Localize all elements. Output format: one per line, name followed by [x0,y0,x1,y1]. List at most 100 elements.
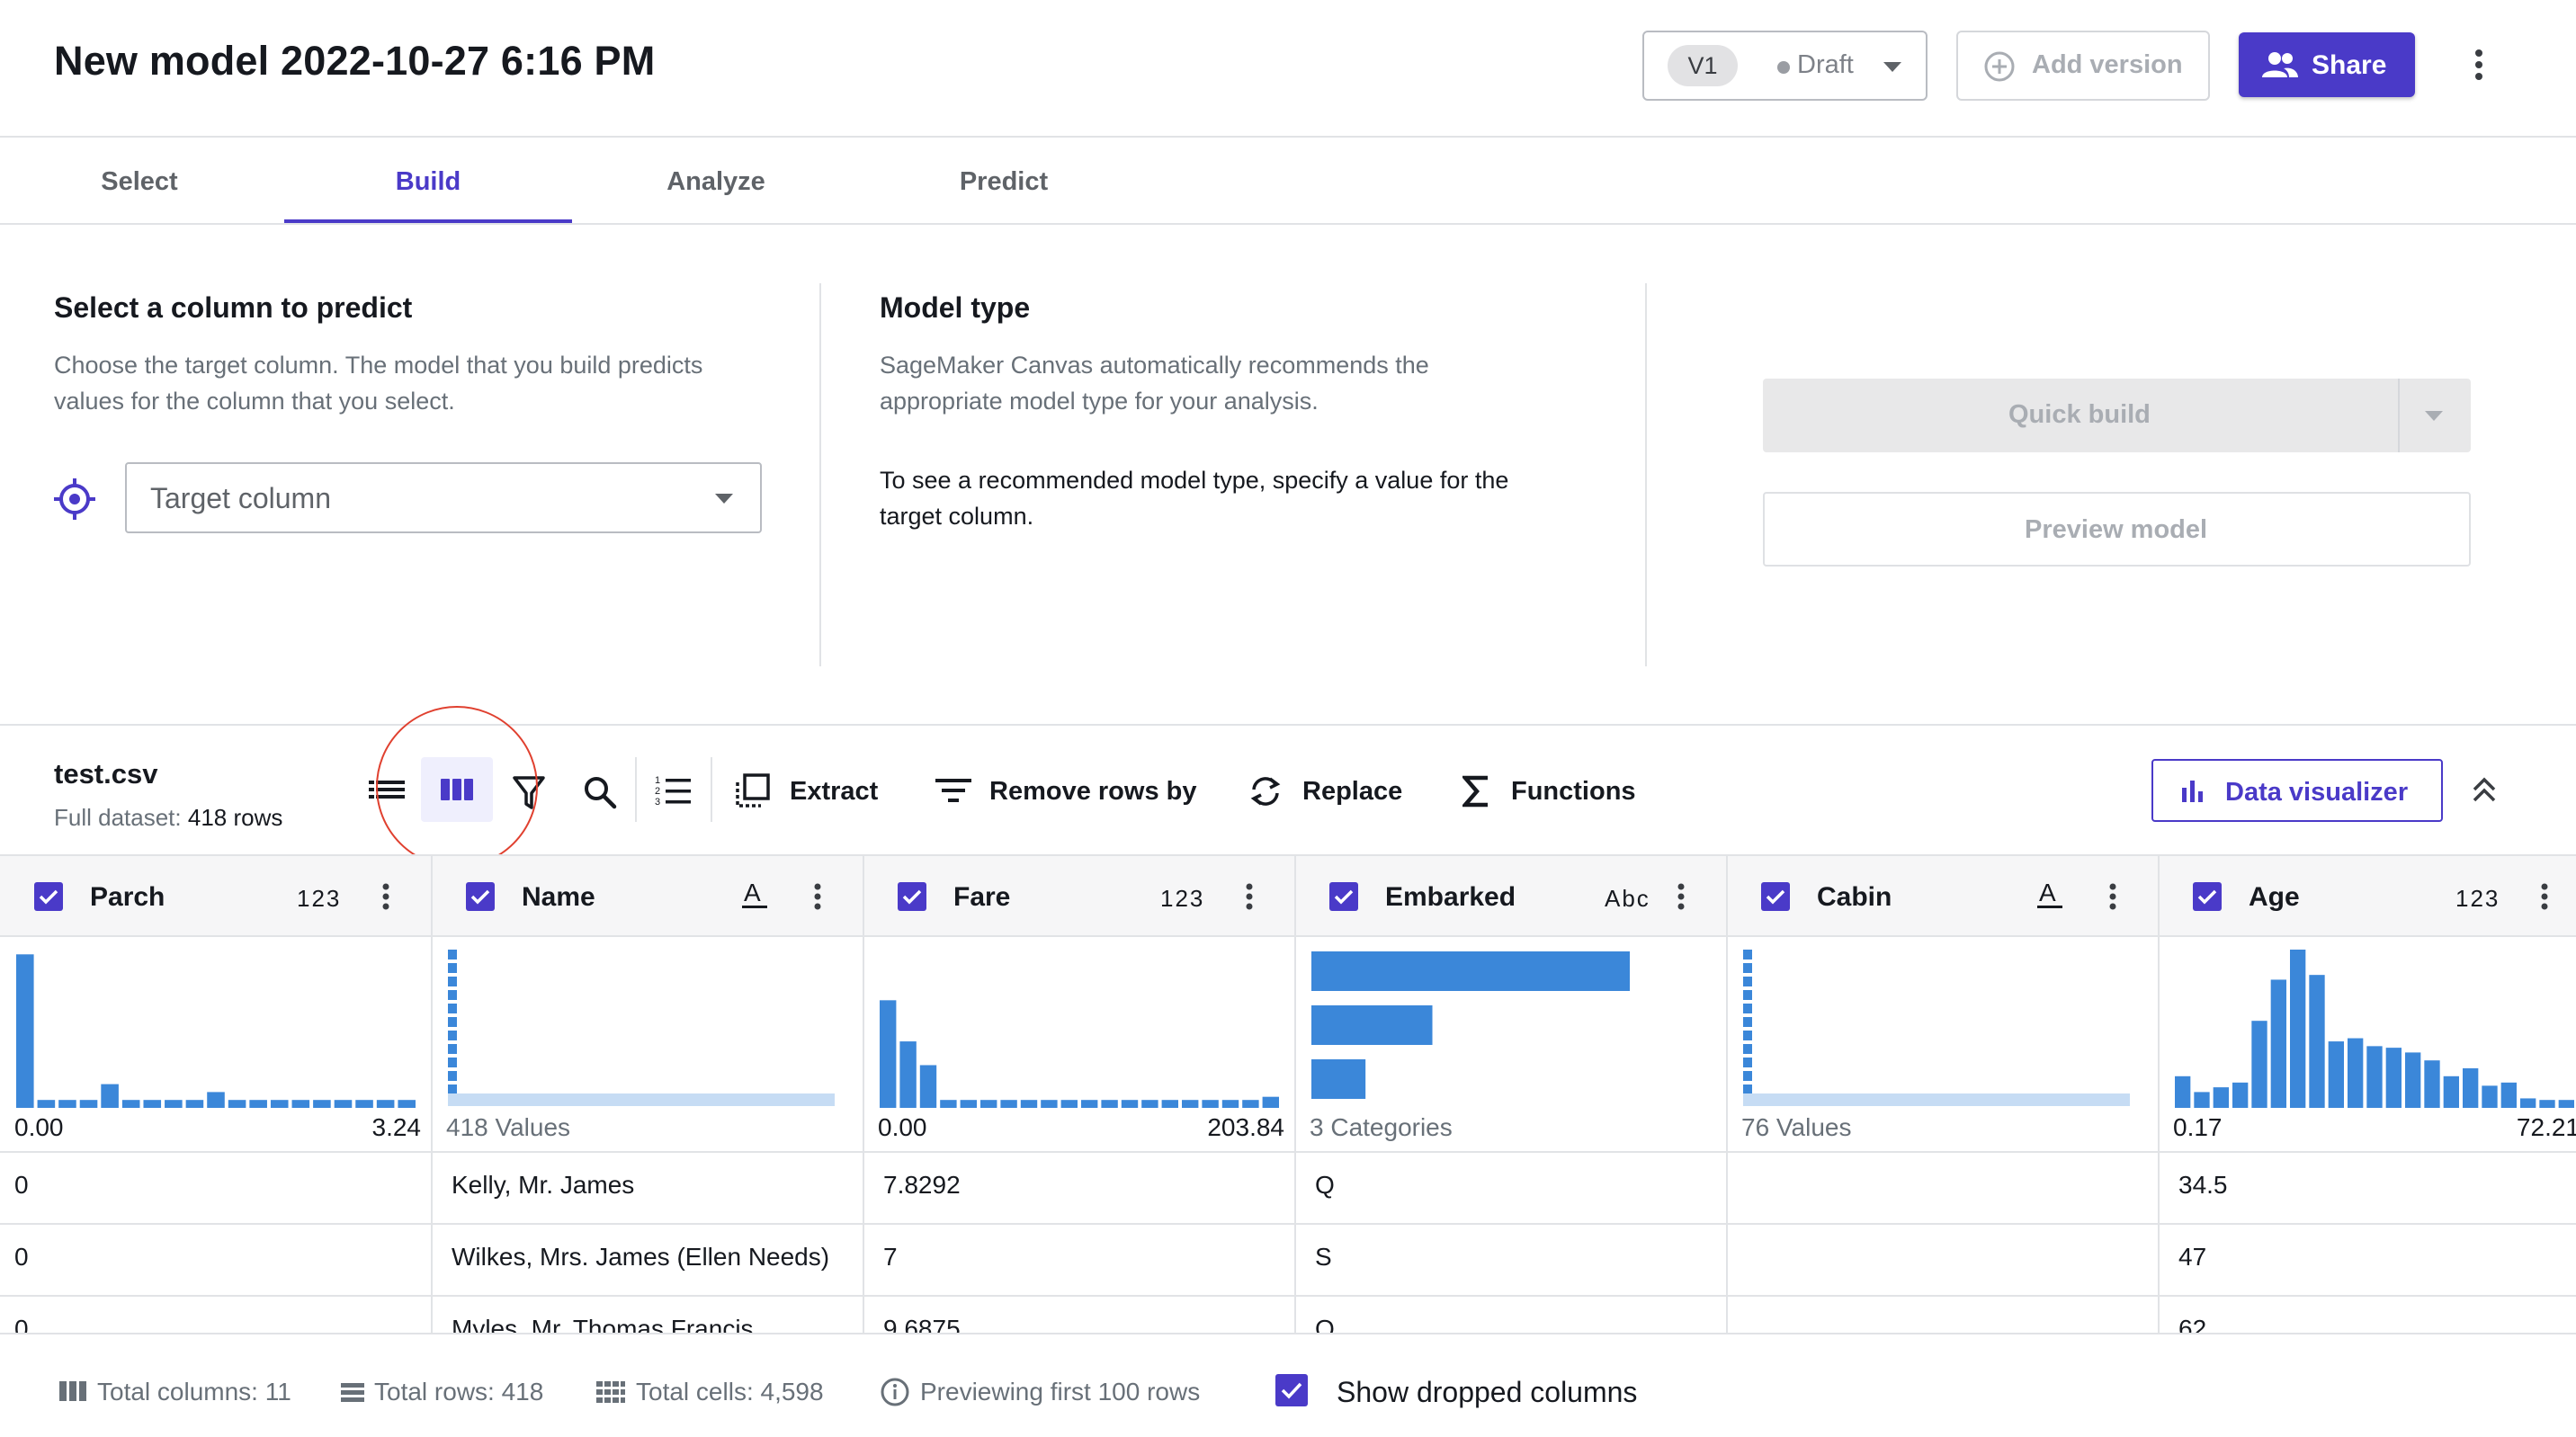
histogram-min-label: 0.17 [2173,1113,2223,1141]
histogram-bar [1242,1100,1259,1108]
extract-label: Extract [790,777,879,806]
column-histogram [2175,950,2574,1108]
target-description-line2: values for the column that you select. [54,388,455,415]
quick-build-label: Quick build [2008,400,2151,429]
caret-down-icon[interactable] [2425,411,2443,422]
value-marker [1743,950,1752,959]
version-status: Draft [1797,50,1854,79]
histogram-min-label: 0.00 [878,1113,927,1141]
column-checkbox[interactable] [34,882,63,911]
value-baseline [1743,1093,2130,1106]
column-separator [2158,856,2160,1333]
preview-model-button[interactable]: Preview model [1763,492,2471,567]
histogram-bar [2443,1076,2459,1108]
histogram-bar [940,1100,957,1108]
table-cell: Kelly, Mr. James [452,1171,635,1199]
value-marker [1743,1058,1752,1067]
config-divider [1645,283,1647,666]
histogram-bar [2463,1068,2479,1108]
svg-text:1: 1 [655,775,660,786]
value-baseline [448,1093,835,1106]
text-type-icon: A [742,879,769,910]
histogram-bar [291,1100,310,1108]
grid-top-border [0,854,2576,856]
data-visualizer-button[interactable]: Data visualizer [2151,759,2443,822]
replace-button[interactable]: Replace [1248,772,1410,811]
column-menu-icon[interactable] [1245,883,1254,910]
tab-predict[interactable]: Predict [959,167,1049,196]
column-separator [1726,856,1728,1333]
histogram-bar [58,1100,76,1108]
column-checkbox[interactable] [898,882,926,911]
column-checkbox[interactable] [1761,882,1790,911]
column-name: Name [522,882,595,912]
highlight-circle [376,706,538,868]
target-column-select[interactable]: Target column [125,462,762,533]
histogram-bar [228,1100,246,1108]
total-columns: Total columns: 11 [97,1378,291,1406]
histogram-bar [2405,1052,2421,1108]
filter-lines-icon [935,777,971,804]
functions-button[interactable]: Functions [1461,772,1641,811]
add-version-button[interactable]: Add version [1956,31,2210,101]
histogram-min-label: 0.00 [14,1113,64,1141]
histogram-bar [1081,1100,1098,1108]
grid-header [0,856,2576,937]
column-summary: 3 Categories [1310,1113,1453,1141]
search-icon[interactable] [583,775,617,809]
histogram-bar [2328,1041,2344,1108]
histogram-bar [2348,1038,2364,1108]
column-checkbox[interactable] [1329,882,1358,911]
previewing-rows: Previewing first 100 rows [920,1378,1201,1406]
column-checkbox[interactable] [466,882,495,911]
value-marker [1743,1004,1752,1013]
column-menu-icon[interactable] [813,883,822,910]
column-menu-icon[interactable] [1677,883,1686,910]
histogram-bar [2213,1087,2229,1108]
value-marker [448,1044,457,1054]
version-dropdown[interactable]: V1 Draft [1642,31,1928,101]
dataset-filename: test.csv [54,758,158,790]
histogram-bar [1101,1100,1118,1108]
histogram-bar [960,1100,977,1108]
total-rows: Total rows: 418 [374,1378,544,1406]
histogram-bar [2232,1082,2249,1108]
collapse-icon[interactable] [2472,777,2497,802]
column-menu-icon[interactable] [2108,883,2117,910]
histogram-bar [165,1100,183,1108]
histogram-bar [1060,1100,1078,1108]
column-checkbox[interactable] [2193,882,2222,911]
tab-build[interactable]: Build [395,167,461,196]
more-options-icon[interactable] [2473,49,2484,81]
histogram-bar [1221,1100,1239,1108]
table-cell: 47 [2178,1243,2207,1271]
value-marker [1743,1017,1752,1027]
plus-circle-icon [1983,50,2016,83]
column-menu-icon[interactable] [2540,883,2549,910]
tab-analyze[interactable]: Analyze [666,167,765,196]
show-dropped-label: Show dropped columns [1337,1376,1638,1408]
histogram-bar [334,1100,353,1108]
split-divider [2398,379,2400,452]
histogram-bar [355,1100,373,1108]
histogram-bar [1000,1100,1017,1108]
column-menu-icon[interactable] [381,883,390,910]
histogram-bar [2309,975,2325,1108]
active-tab-indicator [284,219,572,223]
histogram-bar [37,1100,56,1108]
quick-build-button[interactable]: Quick build [1763,379,2471,452]
remove-rows-by-button[interactable]: Remove rows by [935,772,1205,811]
histogram-bar [1041,1100,1058,1108]
value-marker [448,1004,457,1013]
extract-button[interactable]: Extract [736,772,902,811]
table-cell: Wilkes, Mrs. James (Ellen Needs) [452,1243,830,1271]
histogram-bar [249,1100,267,1108]
histogram-bar [121,1100,140,1108]
show-dropped-checkbox[interactable] [1275,1374,1308,1406]
share-button[interactable]: Share [2239,32,2415,97]
model-type-description-line2: appropriate model type for your analysis… [880,388,1319,415]
category-bar [1311,1059,1366,1099]
tab-select[interactable]: Select [101,167,178,196]
column-separator [863,856,864,1333]
